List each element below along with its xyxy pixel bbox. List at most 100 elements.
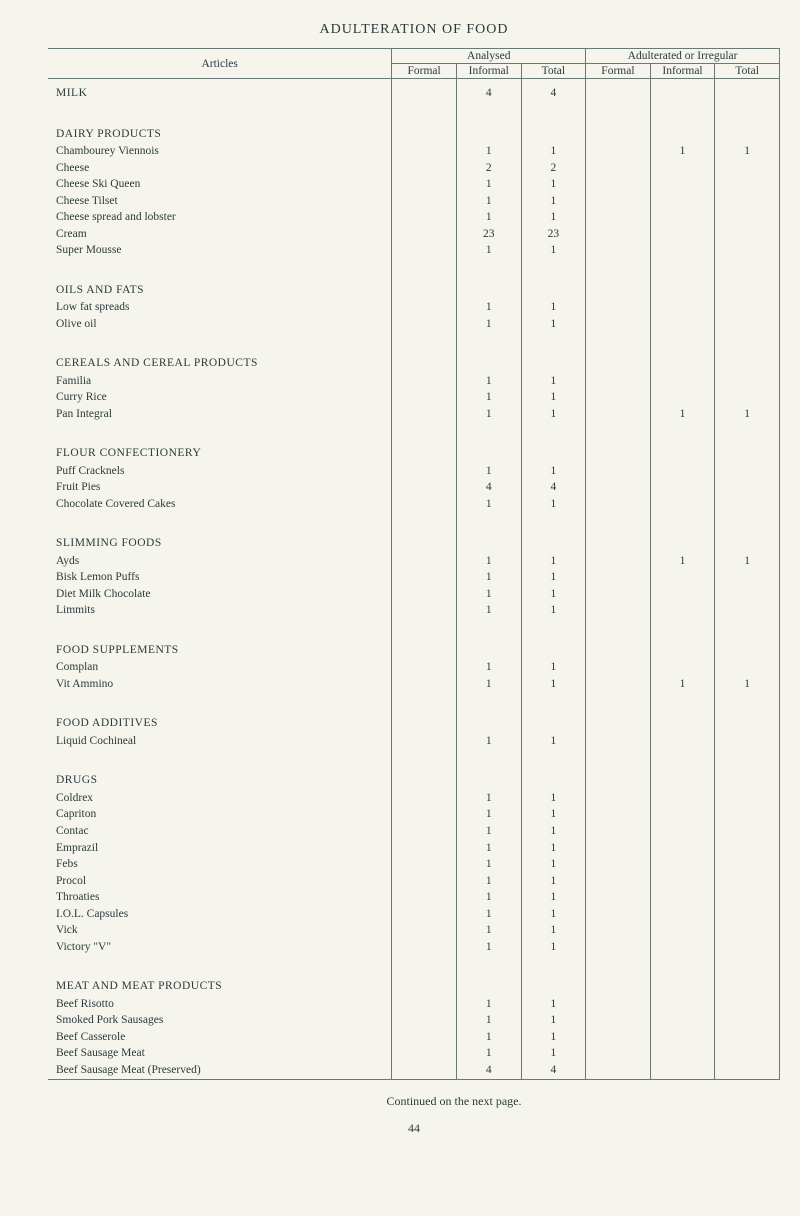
table-cell: [586, 693, 651, 710]
article-name: Cheese: [48, 160, 392, 177]
table-cell: [586, 733, 651, 750]
table-cell: [456, 529, 521, 553]
table-cell: [586, 226, 651, 243]
table-cell: [650, 906, 715, 923]
table-cell: [521, 333, 586, 350]
table-cell: [586, 923, 651, 940]
table-row: Beef Risotto11: [48, 996, 780, 1013]
table-cell: [392, 906, 457, 923]
header-ad-informal: Informal: [650, 64, 715, 79]
table-cell: [392, 807, 457, 824]
table-row: Super Mousse11: [48, 243, 780, 260]
article-name: Bisk Lemon Puffs: [48, 570, 392, 587]
table-cell: [521, 120, 586, 144]
table-cell: 1: [456, 996, 521, 1013]
article-name: Vit Ammino: [48, 676, 392, 693]
table-cell: [715, 316, 780, 333]
table-cell: 1: [521, 923, 586, 940]
table-cell: [715, 177, 780, 194]
spacer-row: [48, 513, 780, 530]
table-cell: [715, 906, 780, 923]
table-row: Smoked Pork Sausages11: [48, 1013, 780, 1030]
article-name: Beef Sausage Meat: [48, 1046, 392, 1063]
table-cell: [586, 276, 651, 300]
table-cell: [456, 423, 521, 440]
table-row: Contac11: [48, 824, 780, 841]
section-label: OILS AND FATS: [48, 276, 392, 300]
table-cell: [586, 570, 651, 587]
table-row: Procol11: [48, 873, 780, 890]
table-cell: 1: [521, 406, 586, 423]
table-cell: 1: [521, 177, 586, 194]
table-cell: [715, 160, 780, 177]
table-cell: 1: [521, 660, 586, 677]
article-name: Throaties: [48, 890, 392, 907]
table-cell: [650, 939, 715, 956]
table-cell: [392, 956, 457, 973]
table-cell: 1: [521, 906, 586, 923]
section-row: FLOUR CONFECTIONERY: [48, 439, 780, 463]
table-cell: [650, 423, 715, 440]
table-head: Articles Analysed Adulterated or Irregul…: [48, 49, 780, 79]
table-cell: [392, 226, 457, 243]
table-cell: [586, 160, 651, 177]
table-cell: [650, 857, 715, 874]
table-cell: 1: [521, 300, 586, 317]
table-cell: [715, 390, 780, 407]
table-cell: 1: [456, 463, 521, 480]
table-cell: [456, 120, 521, 144]
table-row: Beef Sausage Meat (Preserved)44: [48, 1062, 780, 1079]
table-cell: [650, 259, 715, 276]
header-articles: Articles: [48, 49, 392, 79]
table-cell: [521, 439, 586, 463]
table-cell: [715, 619, 780, 636]
table-cell: [650, 603, 715, 620]
table-cell: 1: [521, 390, 586, 407]
table-cell: [392, 840, 457, 857]
table-cell: [521, 103, 586, 120]
spacer-row: [48, 693, 780, 710]
table-cell: 1: [456, 210, 521, 227]
table-cell: [392, 439, 457, 463]
table-cell: [715, 1062, 780, 1079]
table-cell: 4: [521, 480, 586, 497]
table-cell: [650, 733, 715, 750]
table-cell: [456, 513, 521, 530]
table-cell: [586, 103, 651, 120]
table-cell: [586, 496, 651, 513]
table-cell: [456, 750, 521, 767]
table-cell: [715, 956, 780, 973]
table-cell: [715, 890, 780, 907]
table-cell: 1: [521, 873, 586, 890]
article-name: Smoked Pork Sausages: [48, 1013, 392, 1030]
table-cell: [586, 996, 651, 1013]
table-cell: [586, 300, 651, 317]
table-cell: [715, 513, 780, 530]
table-cell: [392, 496, 457, 513]
table-cell: 1: [456, 177, 521, 194]
table-cell: [521, 349, 586, 373]
section-label: FLOUR CONFECTIONERY: [48, 439, 392, 463]
table-cell: [650, 439, 715, 463]
table-cell: [48, 750, 392, 767]
table-cell: [650, 300, 715, 317]
table-cell: [392, 243, 457, 260]
table-row: Chambourey Viennois1111: [48, 144, 780, 161]
table-cell: 1: [456, 906, 521, 923]
table-cell: 1: [456, 790, 521, 807]
table-cell: [715, 923, 780, 940]
table-row: Throaties11: [48, 890, 780, 907]
table-cell: [392, 513, 457, 530]
table-cell: 1: [456, 570, 521, 587]
table-cell: [392, 709, 457, 733]
table-cell: 1: [715, 144, 780, 161]
table-cell: [456, 276, 521, 300]
table-cell: [392, 570, 457, 587]
spacer-row: [48, 259, 780, 276]
table-cell: [715, 79, 780, 104]
table-cell: [715, 693, 780, 710]
article-name: Super Mousse: [48, 243, 392, 260]
table-cell: 1: [521, 193, 586, 210]
section-row: MEAT AND MEAT PRODUCTS: [48, 972, 780, 996]
table-cell: 1: [521, 939, 586, 956]
